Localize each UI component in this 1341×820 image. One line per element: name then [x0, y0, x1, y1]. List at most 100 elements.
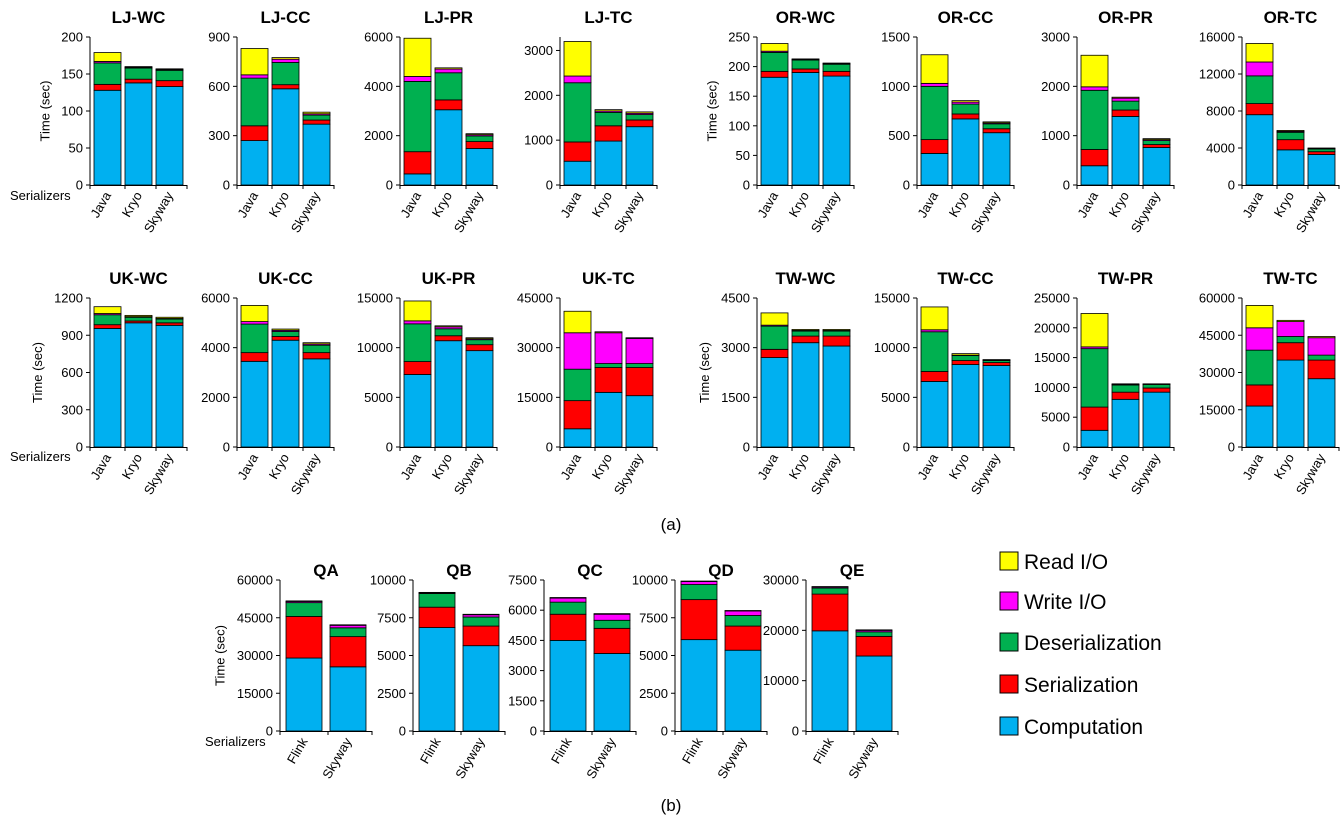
- bar-segment-serialization-skyway-uk-cc: [302, 352, 331, 360]
- y-tick-label-or-tc: 4000: [1206, 141, 1235, 156]
- bar-segment-deserialization-kryo-or-pr: [1111, 100, 1140, 111]
- bar-segment-serialization-java-lj-pr: [403, 151, 432, 175]
- x-tick-label-skyway-qb: Skyway: [452, 735, 488, 782]
- bar-segment-deserialization-kryo-lj-cc: [271, 62, 300, 86]
- bar-segment-write-i-o-java-lj-pr: [403, 76, 432, 82]
- legend-label-write-io: Write I/O: [1024, 591, 1106, 614]
- y-tick-label-lj-tc: 0: [546, 178, 553, 193]
- y-tick-label-lj-cc: 600: [208, 79, 230, 94]
- y-tick-label-or-tc: 12000: [1199, 67, 1235, 82]
- bar-segment-read-i-o-skyway-qa: [329, 624, 367, 626]
- y-tick-label-lj-wc: 150: [61, 67, 83, 82]
- bar-segment-computation-java-or-cc: [920, 153, 949, 186]
- bar-segment-read-i-o-kryo-lj-wc: [124, 66, 153, 68]
- bar-segment-read-i-o-skyway-lj-pr: [465, 133, 494, 136]
- y-tick-label-uk-tc: 45000: [517, 291, 553, 306]
- bar-segment-computation-java-or-wc: [760, 76, 789, 186]
- bar-segment-write-i-o-java-lj-tc: [563, 75, 592, 84]
- chart-title-qc: QC: [577, 561, 603, 580]
- x-tick-label-kryo-or-wc: Kryo: [786, 189, 812, 220]
- chart-title-tw-wc: TW-WC: [775, 269, 835, 288]
- x-tick-label-java-or-wc: Java: [754, 188, 781, 220]
- y-tick-label-tw-pr: 25000: [1034, 291, 1070, 306]
- y-tick-label-uk-wc: 600: [61, 365, 83, 380]
- y-tick-label-qc: 0: [530, 724, 537, 739]
- row-labels: Serializers Serializers Serializers: [10, 188, 266, 749]
- bar-segment-deserialization-java-lj-tc: [563, 82, 592, 143]
- x-tick-label-java-or-tc: Java: [1239, 188, 1266, 220]
- bar-segment-read-i-o-java-or-cc: [920, 54, 949, 84]
- bar-segment-serialization-skyway-lj-wc: [155, 80, 184, 87]
- bar-segment-deserialization-kryo-or-wc: [791, 59, 820, 70]
- bar-segment-serialization-kryo-tw-tc: [1276, 342, 1305, 361]
- bar-segment-deserialization-skyway-qd: [724, 615, 762, 627]
- y-tick-label-qb: 7500: [377, 610, 406, 625]
- y-tick-label-or-tc: 0: [1228, 178, 1235, 193]
- bar-segment-computation-kryo-lj-pr: [434, 109, 463, 186]
- x-tick-label-kryo-or-tc: Kryo: [1271, 189, 1297, 220]
- legend-swatch-write-io: [999, 591, 1019, 611]
- chart-title-qd: QD: [708, 561, 734, 580]
- bar-segment-computation-kryo-uk-tc: [594, 391, 623, 448]
- x-tick-label-skyway-tw-cc: Skyway: [968, 451, 1004, 498]
- bar-segment-read-i-o-java-tw-tc: [1245, 305, 1274, 329]
- y-tick-label-qb: 0: [399, 724, 406, 739]
- x-tick-label-kryo-lj-wc: Kryo: [119, 189, 145, 220]
- x-tick-label-java-or-pr: Java: [1074, 188, 1101, 220]
- y-tick-label-tw-pr: 0: [1063, 440, 1070, 455]
- bar-segment-serialization-kryo-lj-tc: [594, 125, 623, 142]
- bar-segment-computation-flink-qa: [285, 657, 323, 732]
- bar-segment-deserialization-flink-qe: [811, 587, 849, 595]
- bar-segment-computation-kryo-tw-tc: [1276, 359, 1305, 448]
- chart-title-qa: QA: [313, 561, 339, 580]
- bar-segment-computation-java-lj-tc: [563, 160, 592, 186]
- bar-segment-read-i-o-java-uk-pr: [403, 300, 432, 322]
- bar-segment-serialization-flink-qa: [285, 616, 323, 659]
- x-tick-label-skyway-qc: Skyway: [583, 735, 619, 782]
- y-tick-label-or-pr: 2000: [1041, 79, 1070, 94]
- bar-segment-write-i-o-flink-qd: [680, 581, 718, 585]
- bar-segment-computation-skyway-uk-cc: [302, 358, 331, 448]
- x-tick-label-kryo-uk-wc: Kryo: [119, 451, 145, 482]
- y-tick-label-uk-pr: 0: [386, 440, 393, 455]
- bar-segment-serialization-skyway-lj-pr: [465, 141, 494, 149]
- x-tick-label-java-lj-cc: Java: [234, 188, 261, 220]
- bar-segment-read-i-o-skyway-or-cc: [982, 121, 1011, 124]
- bar-segment-read-i-o-kryo-or-tc: [1276, 130, 1305, 132]
- x-tick-label-java-tw-pr: Java: [1074, 450, 1101, 482]
- bar-segment-serialization-skyway-lj-tc: [625, 119, 654, 128]
- bar-segment-deserialization-java-or-tc: [1245, 75, 1274, 104]
- y-tick-label-tw-tc: 15000: [1199, 402, 1235, 417]
- legend-item-write-io: Write I/O: [999, 591, 1106, 614]
- x-tick-label-kryo-lj-cc: Kryo: [266, 189, 292, 220]
- x-tick-label-skyway-tw-tc: Skyway: [1293, 451, 1329, 498]
- bar-segment-deserialization-kryo-or-cc: [951, 103, 980, 115]
- bar-segment-serialization-skyway-tw-pr: [1142, 387, 1171, 393]
- bar-segment-serialization-skyway-or-tc: [1307, 151, 1336, 155]
- y-axis-title-qa: Time (sec): [213, 625, 228, 686]
- bar-segment-serialization-skyway-qa: [329, 636, 367, 668]
- y-tick-label-qc: 6000: [508, 603, 537, 618]
- bar-segment-read-i-o-java-lj-pr: [403, 37, 432, 77]
- serializers-label-row1: Serializers: [10, 188, 71, 203]
- x-tick-label-skyway-uk-wc: Skyway: [141, 451, 177, 498]
- y-tick-label-uk-cc: 2000: [201, 390, 230, 405]
- bar-segment-serialization-flink-qe: [811, 593, 849, 632]
- y-tick-label-lj-cc: 900: [208, 30, 230, 45]
- chart-title-lj-tc: LJ-TC: [584, 8, 632, 27]
- y-tick-label-qa: 0: [266, 724, 273, 739]
- bar-segment-computation-skyway-lj-wc: [155, 86, 184, 186]
- bar-segment-read-i-o-java-uk-wc: [93, 306, 122, 314]
- y-tick-label-qa: 30000: [237, 648, 273, 663]
- bar-segment-computation-kryo-tw-cc: [951, 364, 980, 448]
- y-tick-label-lj-wc: 50: [69, 141, 83, 156]
- bar-segment-computation-skyway-lj-tc: [625, 126, 654, 186]
- y-tick-label-uk-cc: 4000: [201, 340, 230, 355]
- bar-segment-read-i-o-skyway-or-pr: [1142, 138, 1171, 141]
- y-tick-label-or-cc: 1500: [881, 30, 910, 45]
- bar-segment-serialization-kryo-or-pr: [1111, 109, 1140, 117]
- bar-segment-write-i-o-java-uk-pr: [403, 320, 432, 325]
- y-tick-label-tw-cc: 15000: [874, 291, 910, 306]
